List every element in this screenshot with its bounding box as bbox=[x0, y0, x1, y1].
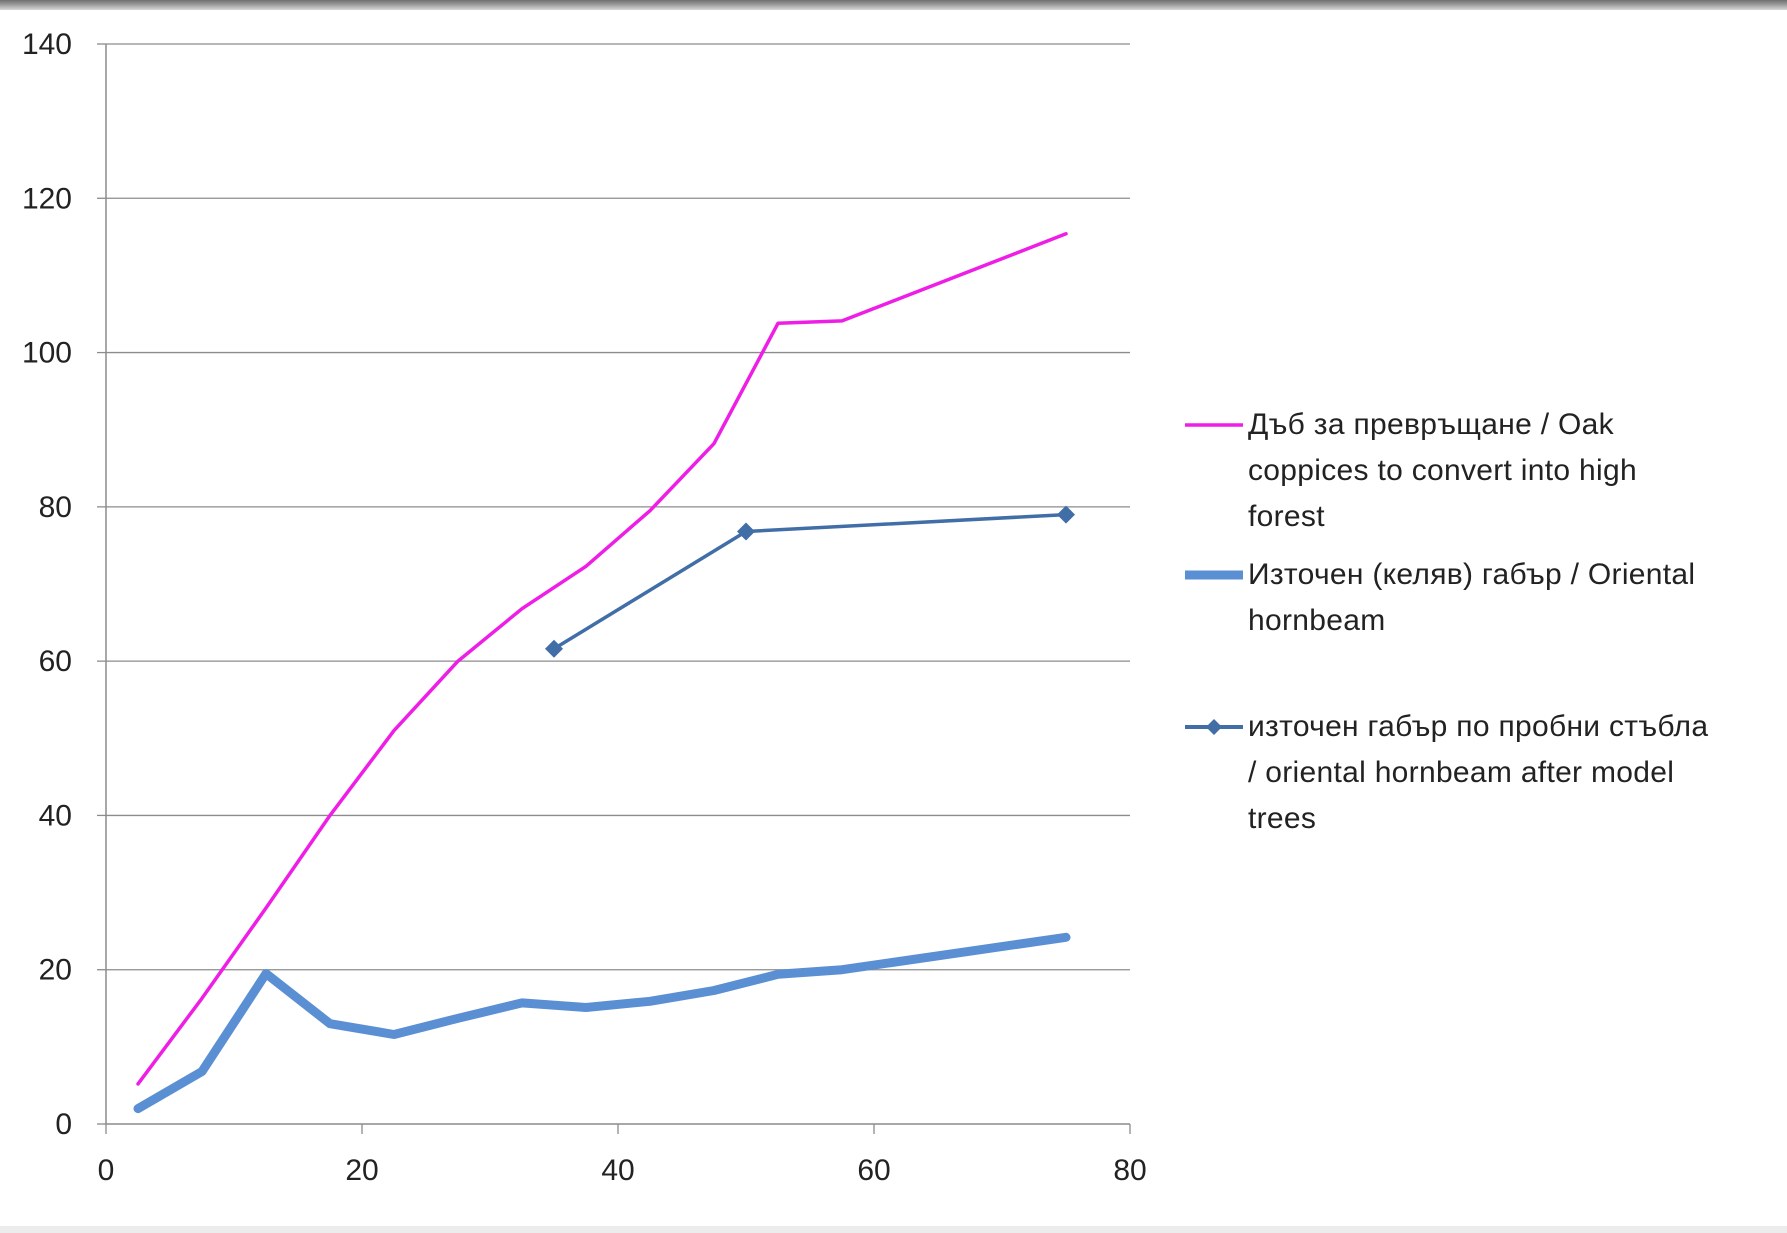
series-2-point-0 bbox=[545, 639, 563, 658]
y-tick-label-0: 0 bbox=[55, 1108, 72, 1141]
chart-legend: Дъб за превръщане / Oak coppices to conv… bbox=[1185, 402, 1775, 842]
series-2-point-1 bbox=[737, 522, 755, 541]
y-tick-label-100: 100 bbox=[22, 337, 72, 370]
x-tick-label-40: 40 bbox=[601, 1154, 634, 1187]
x-tick-label-0: 0 bbox=[98, 1154, 115, 1187]
y-tick-label-40: 40 bbox=[39, 799, 72, 832]
y-tick-label-80: 80 bbox=[39, 491, 72, 524]
y-tick-label-20: 20 bbox=[39, 954, 72, 987]
series-line-2 bbox=[552, 512, 1068, 651]
series-line-1 bbox=[133, 932, 1071, 1114]
y-tick-label-120: 120 bbox=[22, 182, 72, 215]
series-2-point-2 bbox=[1057, 505, 1075, 524]
series-layer bbox=[133, 232, 1075, 1114]
x-tick-label-20: 20 bbox=[345, 1154, 378, 1187]
legend-label-oak-line1: Дъб за превръщане / Oak bbox=[1248, 408, 1614, 441]
grid-lines bbox=[106, 43, 1130, 971]
legend-label-hornbeam-line2: hornbeam bbox=[1248, 604, 1386, 637]
y-tick-label-140: 140 bbox=[22, 28, 72, 61]
legend-label-model-trees-line1: източен габър по пробни стъбла bbox=[1248, 710, 1709, 743]
legend-item-hornbeam: Източен (келяв) габър / Oriental hornbea… bbox=[1185, 552, 1775, 644]
y-tick-label-60: 60 bbox=[39, 645, 72, 678]
legend-label-model-trees-line2: / oriental hornbeam after model bbox=[1248, 756, 1675, 789]
x-tick-label-80: 80 bbox=[1113, 1154, 1146, 1187]
legend-label-model-trees-line3: trees bbox=[1248, 802, 1317, 835]
tick-labels: 0 20 40 60 80 100 120 140 0 20 40 60 80 bbox=[22, 28, 1147, 1187]
axes bbox=[97, 43, 1131, 1134]
legend-label-oak-line2: coppices to convert into high bbox=[1248, 454, 1637, 487]
legend-item-oak: Дъб за превръщане / Oak coppices to conv… bbox=[1185, 402, 1775, 540]
legend-label-hornbeam-line1: Източен (келяв) габър / Oriental bbox=[1248, 558, 1696, 591]
legend-swatch-hornbeam bbox=[1185, 570, 1243, 580]
legend-item-model-trees: източен габър по пробни стъбла / orienta… bbox=[1185, 704, 1775, 842]
top-frame-bar bbox=[0, 0, 1787, 10]
x-tick-label-60: 60 bbox=[857, 1154, 890, 1187]
legend-swatch-model-trees bbox=[1185, 719, 1243, 735]
bottom-frame-bar bbox=[0, 1226, 1787, 1233]
legend-swatch-oak bbox=[1185, 423, 1243, 427]
series-line-0 bbox=[136, 232, 1068, 1086]
legend-label-oak-line3: forest bbox=[1248, 500, 1325, 533]
